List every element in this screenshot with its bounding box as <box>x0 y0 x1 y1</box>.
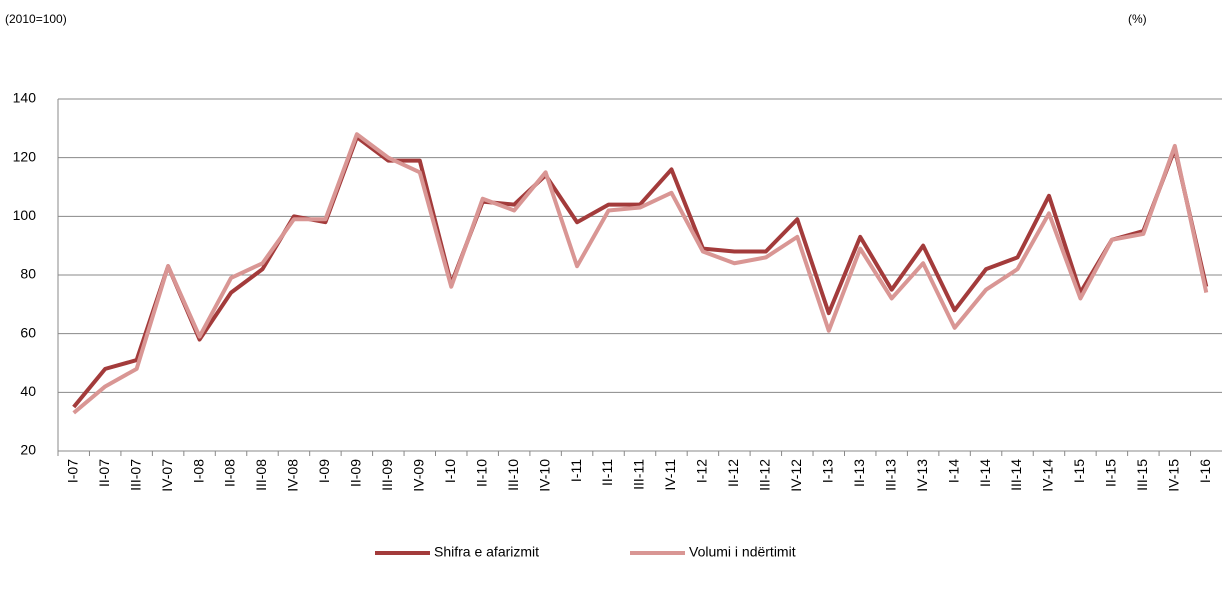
x-tick-label: II-12 <box>725 459 741 487</box>
x-tick-label: I-09 <box>316 459 332 483</box>
x-tick-label: III-11 <box>631 459 647 490</box>
x-tick-label: I-14 <box>945 459 961 483</box>
y-tick-label: 100 <box>13 207 37 223</box>
x-tick-label: III-13 <box>882 459 898 491</box>
x-tick-label: II-14 <box>977 459 993 487</box>
y-tick-label: 60 <box>20 324 36 340</box>
x-tick-label: II-10 <box>473 459 489 487</box>
y-tick-label: 80 <box>20 266 36 282</box>
y-tick-label: 40 <box>20 383 36 399</box>
x-tick-label: III-08 <box>253 459 269 491</box>
x-tick-label: III-15 <box>1134 459 1150 491</box>
x-tick-label: IV-13 <box>914 459 930 492</box>
x-tick-label: I-08 <box>190 459 206 483</box>
x-tick-label: III-09 <box>379 459 395 491</box>
x-tick-label: IV-08 <box>285 459 301 492</box>
x-tick-label: IV-07 <box>159 459 175 492</box>
x-tick-label: I-07 <box>64 459 80 483</box>
series-line <box>72 135 1209 409</box>
x-tick-label: IV-09 <box>410 459 426 492</box>
x-tick-label: II-09 <box>348 459 364 487</box>
x-tick-label: I-13 <box>819 459 835 483</box>
x-tick-label: III-10 <box>505 459 521 491</box>
x-tick-label: IV-10 <box>536 459 552 492</box>
x-tick-label: III-07 <box>127 459 143 491</box>
x-tick-label: I-15 <box>1071 459 1087 483</box>
left-axis-note: (2010=100) <box>5 12 67 26</box>
series-line <box>72 132 1209 415</box>
x-tick-label: I-16 <box>1197 459 1213 483</box>
x-tick-label: I-12 <box>694 459 710 483</box>
right-axis-note: (%) <box>1128 12 1147 26</box>
y-tick-label: 140 <box>13 90 37 106</box>
x-tick-label: I-10 <box>442 459 458 483</box>
y-tick-label: 120 <box>13 148 37 164</box>
x-tick-label: IV-15 <box>1166 459 1182 492</box>
x-tick-label: II-15 <box>1103 459 1119 487</box>
x-tick-label: II-11 <box>599 459 615 486</box>
legend-label: Volumi i ndërtimit <box>689 544 796 560</box>
x-tick-label: IV-11 <box>662 459 678 491</box>
x-tick-label: IV-14 <box>1040 459 1056 492</box>
y-tick-label: 20 <box>20 442 36 458</box>
x-tick-label: I-11 <box>568 459 584 482</box>
x-tick-label: II-07 <box>96 459 112 487</box>
x-tick-label: II-13 <box>851 459 867 487</box>
x-tick-label: III-14 <box>1008 459 1024 491</box>
legend-label: Shifra e afarizmit <box>434 544 539 560</box>
x-tick-label: IV-12 <box>788 459 804 492</box>
x-tick-label: III-12 <box>757 459 773 491</box>
x-tick-label: II-08 <box>222 459 238 487</box>
